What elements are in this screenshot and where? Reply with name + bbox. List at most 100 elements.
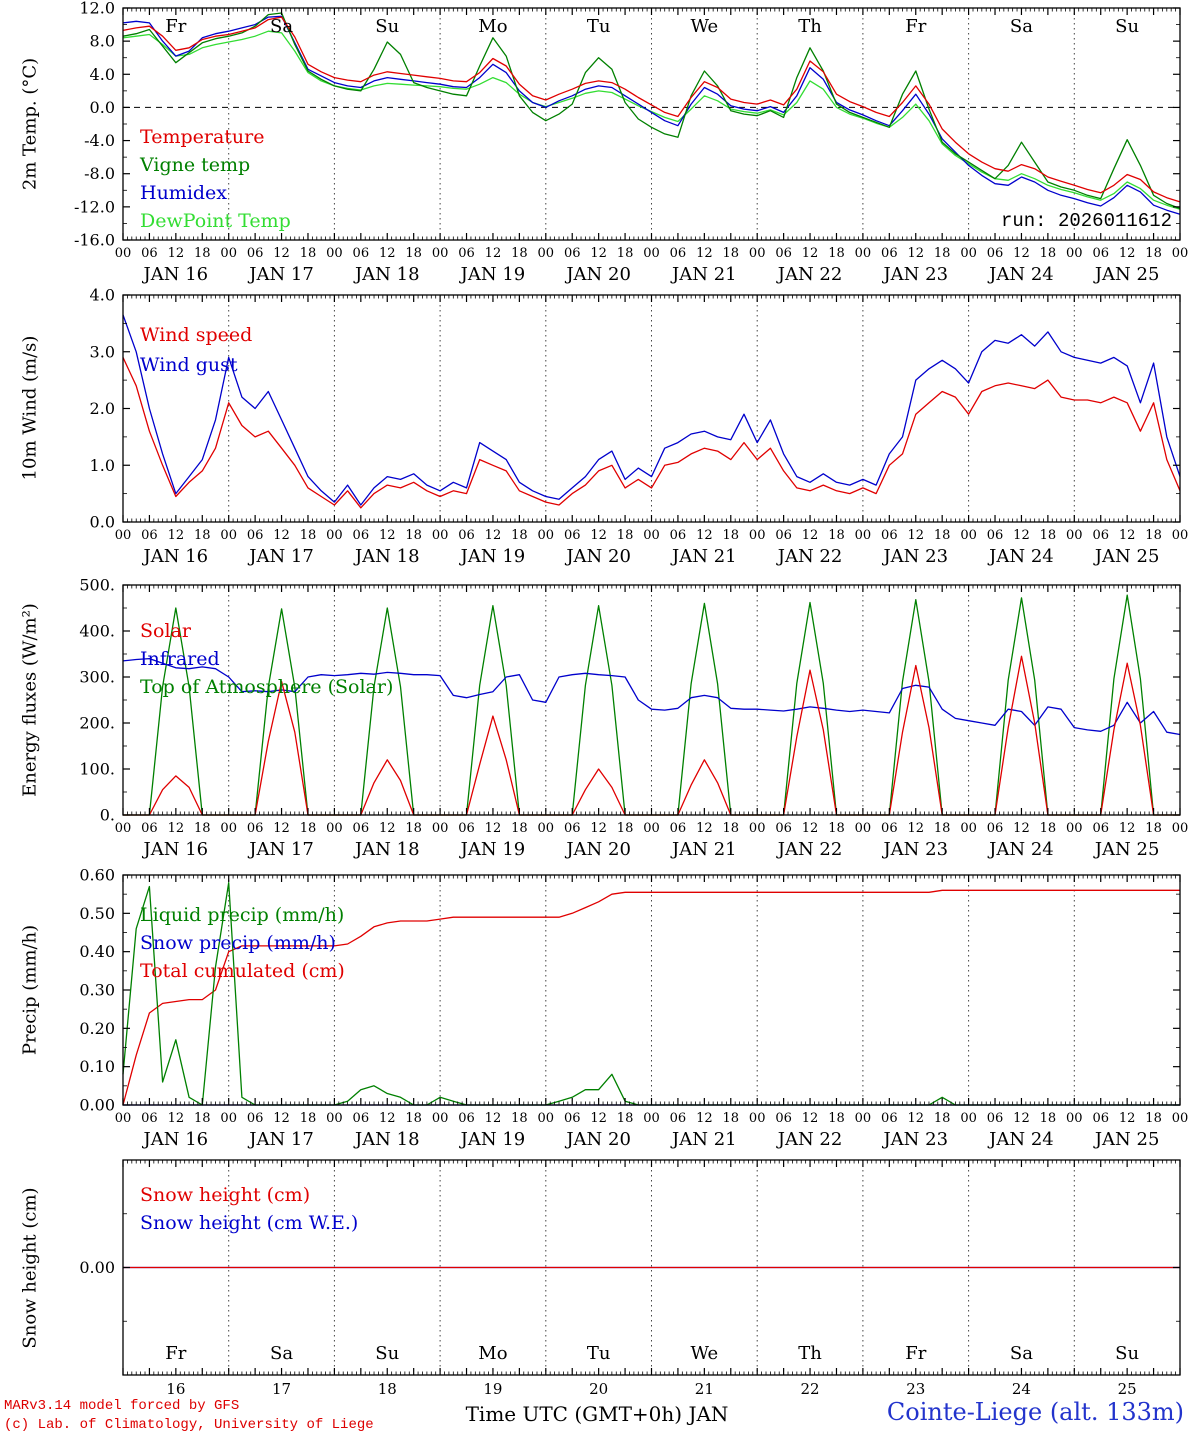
svg-text:12: 12: [1119, 821, 1136, 836]
svg-text:00: 00: [1066, 821, 1083, 836]
svg-text:00: 00: [115, 1111, 132, 1126]
svg-text:12: 12: [273, 1111, 290, 1126]
svg-text:12: 12: [907, 246, 924, 261]
svg-text:06: 06: [458, 1111, 475, 1126]
svg-text:12: 12: [802, 246, 819, 261]
svg-text:21: 21: [695, 1380, 714, 1398]
svg-text:00: 00: [115, 821, 132, 836]
svg-text:Fr: Fr: [905, 1343, 926, 1364]
svg-text:06: 06: [670, 246, 687, 261]
svg-text:00: 00: [1066, 528, 1083, 543]
svg-text:00: 00: [749, 1111, 766, 1126]
svg-text:06: 06: [247, 528, 264, 543]
svg-text:12: 12: [1013, 246, 1030, 261]
svg-text:4.0: 4.0: [90, 286, 115, 305]
svg-text:Fr: Fr: [905, 16, 926, 37]
legend-infrared: Infrared: [140, 648, 220, 670]
svg-text:23: 23: [906, 1380, 925, 1398]
svg-text:18: 18: [405, 1111, 422, 1126]
svg-text:8.0: 8.0: [90, 32, 115, 51]
svg-text:06: 06: [247, 1111, 264, 1126]
svg-text:JAN 18: JAN 18: [353, 546, 420, 567]
precip-y-axis-label: Precip (mm/h): [19, 924, 41, 1056]
svg-text:00: 00: [1066, 1111, 1083, 1126]
svg-text:18: 18: [828, 528, 845, 543]
svg-text:0.30: 0.30: [79, 981, 115, 1000]
svg-text:18: 18: [828, 1111, 845, 1126]
svg-text:18: 18: [934, 528, 951, 543]
svg-text:06: 06: [353, 1111, 370, 1126]
svg-text:JAN 19: JAN 19: [459, 839, 526, 860]
svg-text:-12.0: -12.0: [74, 197, 115, 216]
svg-text:JAN 24: JAN 24: [987, 839, 1054, 860]
svg-text:0.10: 0.10: [79, 1057, 115, 1076]
svg-text:06: 06: [775, 246, 792, 261]
svg-text:18: 18: [378, 1380, 397, 1398]
svg-text:Sa: Sa: [270, 16, 293, 37]
svg-text:18: 18: [194, 528, 211, 543]
svg-text:Tu: Tu: [587, 16, 611, 37]
station-label: Cointe-Liege (alt. 133m): [886, 1398, 1184, 1426]
svg-text:JAN 23: JAN 23: [881, 546, 948, 567]
svg-text:-16.0: -16.0: [74, 231, 115, 250]
svg-text:17: 17: [272, 1380, 291, 1398]
svg-text:Th: Th: [798, 1343, 822, 1364]
svg-text:00: 00: [960, 1111, 977, 1126]
svg-text:00: 00: [1172, 528, 1189, 543]
svg-text:18: 18: [405, 528, 422, 543]
svg-text:00: 00: [855, 246, 872, 261]
svg-text:00: 00: [432, 528, 449, 543]
svg-text:JAN 21: JAN 21: [670, 1129, 737, 1150]
svg-text:00: 00: [538, 1111, 555, 1126]
svg-text:JAN 21: JAN 21: [670, 546, 737, 567]
svg-text:JAN 20: JAN 20: [564, 546, 631, 567]
svg-text:Sa: Sa: [1010, 1343, 1033, 1364]
svg-text:18: 18: [723, 1111, 740, 1126]
svg-text:18: 18: [617, 246, 634, 261]
svg-text:JAN 16: JAN 16: [142, 264, 209, 285]
svg-text:06: 06: [987, 246, 1004, 261]
svg-text:00: 00: [432, 1111, 449, 1126]
svg-text:00: 00: [326, 246, 343, 261]
svg-text:Sa: Sa: [270, 1343, 293, 1364]
svg-text:JAN 21: JAN 21: [670, 264, 737, 285]
svg-text:18: 18: [300, 528, 317, 543]
svg-text:12: 12: [696, 246, 713, 261]
svg-text:06: 06: [775, 821, 792, 836]
run-timestamp: run: 2026011612: [1000, 210, 1172, 232]
svg-text:16: 16: [166, 1380, 185, 1398]
svg-text:12: 12: [590, 821, 607, 836]
svg-text:JAN 22: JAN 22: [776, 1129, 843, 1150]
legend-snow-height: Snow height (cm): [140, 1184, 311, 1206]
svg-text:00: 00: [220, 246, 237, 261]
legend-total-cumulated: Total cumulated (cm): [140, 960, 345, 982]
svg-text:18: 18: [1040, 1111, 1057, 1126]
svg-text:Mo: Mo: [478, 16, 507, 37]
svg-text:0.20: 0.20: [79, 1019, 115, 1038]
svg-text:00: 00: [432, 821, 449, 836]
svg-text:06: 06: [247, 821, 264, 836]
svg-text:0.00: 0.00: [79, 1096, 115, 1115]
svg-text:06: 06: [564, 1111, 581, 1126]
svg-text:JAN 16: JAN 16: [142, 839, 209, 860]
svg-text:12: 12: [907, 1111, 924, 1126]
svg-text:06: 06: [775, 1111, 792, 1126]
svg-text:JAN 16: JAN 16: [142, 546, 209, 567]
svg-text:12: 12: [802, 1111, 819, 1126]
svg-text:00: 00: [643, 1111, 660, 1126]
svg-text:12: 12: [907, 528, 924, 543]
svg-text:200.: 200.: [79, 714, 115, 733]
svg-text:18: 18: [511, 528, 528, 543]
svg-text:JAN 22: JAN 22: [776, 839, 843, 860]
svg-text:Fr: Fr: [165, 1343, 186, 1364]
svg-text:12: 12: [273, 528, 290, 543]
svg-text:18: 18: [300, 246, 317, 261]
svg-text:00: 00: [960, 821, 977, 836]
svg-text:JAN 20: JAN 20: [564, 264, 631, 285]
svg-text:06: 06: [353, 246, 370, 261]
svg-text:00: 00: [643, 528, 660, 543]
svg-text:12: 12: [1013, 528, 1030, 543]
svg-text:00: 00: [1066, 246, 1083, 261]
svg-text:Tu: Tu: [587, 1343, 611, 1364]
svg-text:06: 06: [564, 528, 581, 543]
